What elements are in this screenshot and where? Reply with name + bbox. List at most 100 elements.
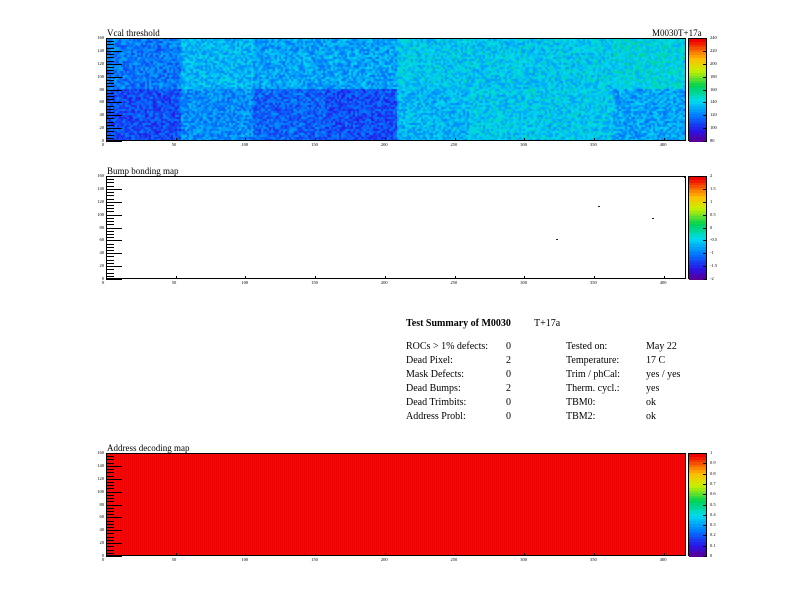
bump-bonding-title: Bump bonding map [107, 166, 179, 176]
palette-band [689, 225, 706, 229]
y-tick-mark [106, 472, 114, 474]
x-tick-label: 100 [241, 142, 249, 147]
palette-band [689, 98, 706, 102]
palette-tick [703, 453, 707, 454]
x-tick-label: 300 [520, 557, 528, 562]
palette-tick [703, 188, 707, 190]
x-tick-label: 300 [520, 280, 528, 285]
y-tick-mark [106, 224, 114, 226]
palette-band [689, 51, 706, 55]
y-tick-mark [106, 517, 122, 519]
summary-right-value: 17 C [646, 355, 666, 366]
x-tick-label: 350 [589, 142, 597, 147]
palette-band [689, 116, 706, 120]
y-tick-mark [106, 233, 114, 235]
x-tick-mark [384, 553, 386, 556]
y-tick-label: 100 [97, 211, 104, 217]
palette-band [689, 126, 706, 130]
y-tick-mark [106, 73, 114, 75]
palette-tick [703, 115, 707, 117]
summary-left-value: 0 [506, 369, 511, 380]
palette-band [689, 85, 706, 89]
x-tick-mark [593, 276, 595, 279]
y-tick-mark [106, 465, 122, 467]
palette-label: -0.5 [710, 237, 718, 243]
y-tick-mark [106, 179, 114, 181]
palette-band [689, 541, 706, 545]
x-tick-mark [106, 138, 107, 141]
palette-label: 0 [710, 224, 713, 230]
x-tick-mark [175, 276, 177, 279]
palette-tick [703, 128, 707, 130]
palette-band [689, 80, 706, 84]
palette-label: 0.5 [710, 501, 716, 507]
y-tick-label: 40 [99, 112, 105, 118]
y-tick-label: 160 [97, 35, 104, 40]
x-tick-label: 300 [520, 142, 528, 147]
palette-band [689, 210, 706, 214]
x-tick-label: 50 [171, 557, 177, 562]
y-tick-label: 0 [101, 138, 104, 143]
summary-left-label: ROCs > 1% defects: [406, 341, 489, 352]
palette-band [689, 549, 706, 553]
y-tick-mark [106, 536, 114, 538]
x-tick-label: 150 [311, 557, 318, 562]
palette-band [689, 177, 706, 181]
palette-tick [703, 494, 707, 496]
y-tick-label: 140 [97, 185, 104, 191]
palette-band [689, 131, 706, 135]
palette-tick [703, 463, 707, 465]
x-tick-mark [454, 276, 456, 279]
y-tick-mark [106, 275, 114, 277]
y-tick-label: 120 [97, 475, 104, 481]
palette-tick [703, 102, 707, 104]
y-tick-mark [106, 105, 114, 107]
palette-band [689, 62, 706, 66]
y-tick-label: 20 [99, 125, 105, 131]
y-tick-label: 160 [97, 450, 104, 455]
summary-left-value: 2 [506, 355, 511, 366]
y-tick-mark [106, 99, 114, 101]
palette-band [689, 118, 706, 122]
palette-band [689, 464, 706, 468]
palette-band [689, 238, 706, 242]
x-tick-mark [663, 138, 665, 141]
x-tick-mark [524, 138, 526, 141]
y-tick-mark [106, 256, 114, 258]
y-tick-mark [106, 112, 114, 114]
palette-label: 1 [710, 198, 713, 204]
x-tick-label: 150 [311, 142, 318, 147]
y-tick-mark [106, 188, 122, 190]
palette-tick [703, 141, 707, 142]
y-tick-mark [106, 195, 114, 197]
palette-band [689, 259, 706, 263]
y-tick-mark [106, 66, 114, 68]
palette-band [689, 228, 706, 232]
palette-band [689, 184, 706, 188]
y-tick-label: 160 [97, 173, 104, 178]
palette-band [689, 44, 706, 48]
palette-tick [703, 176, 707, 177]
y-tick-mark [106, 204, 114, 206]
palette-band [689, 46, 706, 50]
y-tick-label: 60 [99, 514, 105, 520]
y-tick-mark [106, 456, 114, 458]
palette-tick [703, 201, 707, 203]
x-tick-mark [245, 138, 247, 141]
palette-band [689, 459, 706, 463]
y-tick-label: 40 [99, 250, 105, 256]
summary-right-value: yes [646, 383, 660, 394]
x-tick-label: 50 [171, 280, 177, 285]
palette-tick [703, 525, 707, 527]
palette-band [689, 272, 706, 276]
vcal-threshold-plot [106, 38, 686, 141]
y-tick-mark [106, 240, 122, 242]
palette-tick [703, 266, 707, 268]
palette-band [689, 90, 706, 94]
y-tick-mark [106, 50, 122, 52]
palette-band [689, 179, 706, 183]
palette-band [689, 233, 706, 237]
x-tick-mark [384, 138, 386, 141]
y-tick-mark [106, 227, 122, 229]
palette-band [689, 49, 706, 53]
